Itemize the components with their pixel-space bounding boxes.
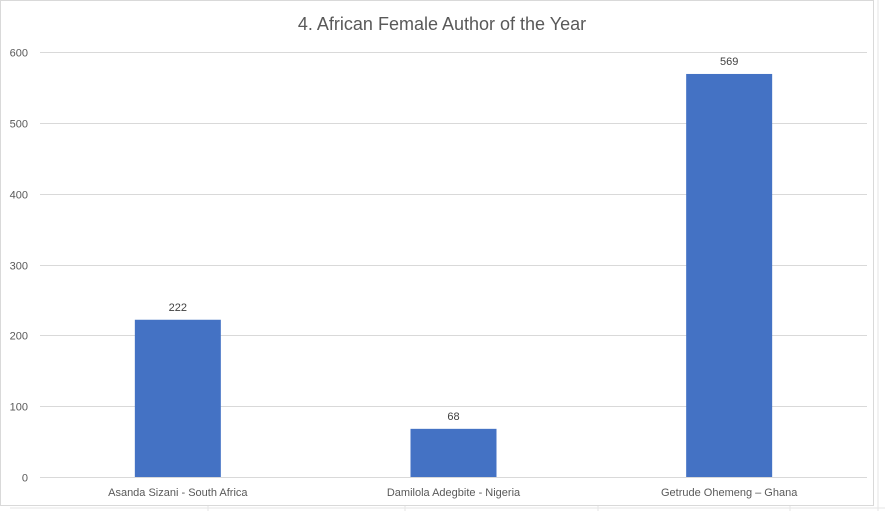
bar[interactable]	[410, 428, 497, 477]
y-tick-label: 100	[10, 402, 28, 414]
y-tick-label: 400	[10, 190, 28, 202]
bar[interactable]	[134, 319, 221, 477]
data-label: 68	[447, 411, 459, 423]
data-label: 222	[169, 302, 187, 314]
y-tick-label: 300	[10, 261, 28, 273]
y-tick-label: 500	[10, 119, 28, 131]
data-label: 569	[720, 56, 738, 68]
y-tick-label: 0	[22, 473, 28, 485]
x-tick-label: Asanda Sizani - South Africa	[108, 487, 248, 499]
y-tick-label: 600	[10, 48, 28, 60]
y-tick-label: 200	[10, 331, 28, 343]
x-tick-label: Getrude Ohemeng – Ghana	[661, 487, 798, 499]
chart-title: 4. African Female Author of the Year	[297, 14, 587, 34]
x-tick-label: Damilola Adegbite - Nigeria	[387, 487, 521, 499]
bar[interactable]	[686, 73, 773, 477]
